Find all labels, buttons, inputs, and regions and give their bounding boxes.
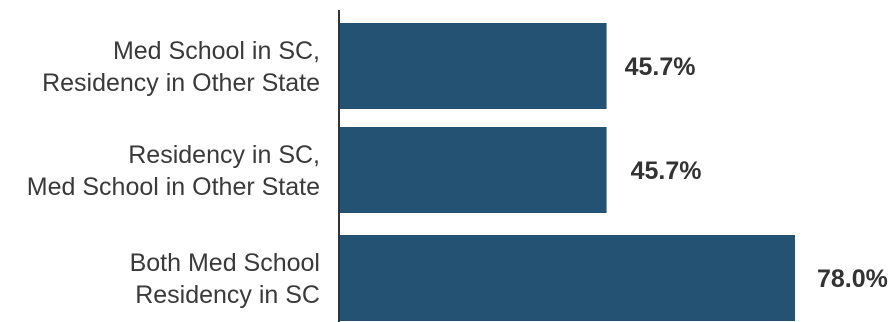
value-labels-group: 45.7% 45.7% 78.0% <box>625 53 888 293</box>
category-label-1-line-2: Residency in Other State <box>42 69 320 97</box>
category-label-2-line-2: Med School in Other State <box>27 173 320 201</box>
value-label-3: 78.0% <box>817 265 888 293</box>
category-label-3-line-1: Both Med School <box>130 249 320 277</box>
bar-3 <box>340 235 795 321</box>
category-label-2-line-1: Residency in SC, <box>128 141 320 169</box>
bar-2 <box>340 127 607 213</box>
bar-1 <box>340 23 607 109</box>
value-label-2: 45.7% <box>631 157 702 185</box>
value-label-1: 45.7% <box>625 53 696 81</box>
bars-group <box>340 23 795 321</box>
category-label-3-line-2: Residency in SC <box>135 281 320 309</box>
category-label-1-line-1: Med School in SC, <box>113 37 320 65</box>
category-labels-group: Med School in SC, Residency in Other Stat… <box>27 37 320 309</box>
